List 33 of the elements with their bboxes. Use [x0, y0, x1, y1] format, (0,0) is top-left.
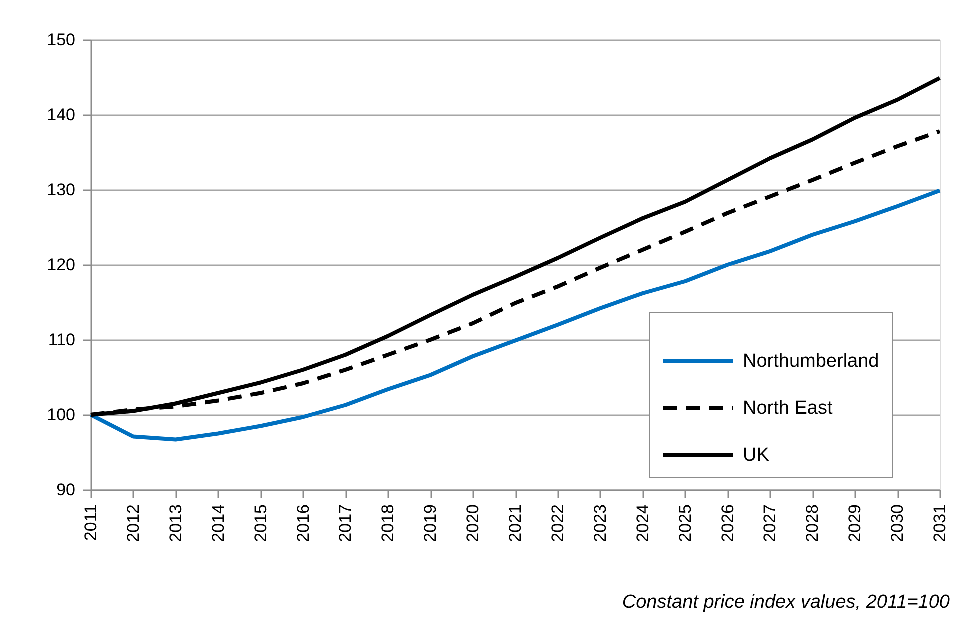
- x-tick-label: 2016: [294, 504, 313, 542]
- legend-label: UK: [743, 445, 770, 466]
- legend-label: Northumberland: [743, 351, 880, 372]
- x-tick-label: 2029: [846, 504, 865, 542]
- x-tick-label: 2027: [760, 504, 780, 542]
- y-tick-label: 90: [56, 480, 76, 500]
- x-tick-label: 2011: [82, 504, 100, 542]
- y-tick-label: 130: [47, 180, 76, 200]
- y-tick-label: 120: [47, 256, 76, 274]
- line-series: [89, 188, 942, 442]
- x-tick-label: 2018: [378, 504, 398, 542]
- x-tick-label: 2014: [208, 504, 228, 542]
- x-tick-label: 2025: [676, 504, 695, 542]
- x-tick-label: 2020: [464, 504, 483, 542]
- x-tick-label: 2022: [548, 504, 568, 542]
- x-tick-label: 2019: [421, 504, 440, 542]
- text: Constant price index values, 2011=100: [622, 592, 950, 613]
- y-tick-label: 150: [47, 30, 76, 50]
- x-tick-label: 2026: [718, 504, 738, 542]
- x-tick-label: 2012: [124, 504, 143, 542]
- x-tick-label: 2030: [888, 504, 908, 542]
- legend-label: North East: [743, 398, 834, 419]
- x-tick-label: 2015: [251, 504, 270, 542]
- x-tick-label: 2028: [803, 504, 822, 542]
- y-tick-label: 100: [47, 406, 76, 424]
- x-tick-label: 2021: [506, 504, 525, 542]
- y-tick-label: 140: [47, 106, 76, 124]
- x-tick-label: 2013: [166, 504, 186, 542]
- x-tick-label: 2024: [633, 504, 652, 542]
- x-tick-label: 2031: [930, 504, 950, 542]
- x-tick-label: 2023: [590, 504, 610, 542]
- x-tick-label: 2017: [336, 504, 356, 542]
- y-tick-label: 110: [48, 330, 76, 350]
